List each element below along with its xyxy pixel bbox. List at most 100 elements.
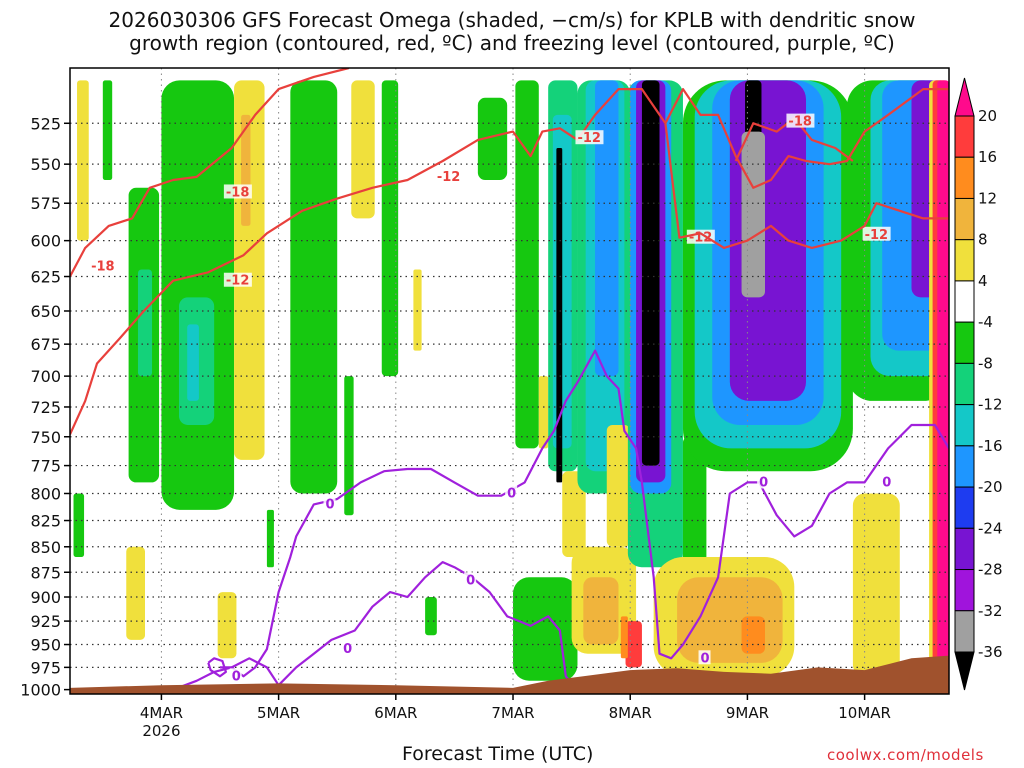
x-axis-label: Forecast Time (UTC) (402, 743, 594, 765)
chart-title-line-1: 2026030306 GFS Forecast Omega (shaded, −… (108, 8, 916, 32)
x-tick-label-4MAR: 4MAR (140, 704, 183, 722)
contour-label-0-0: -18 (91, 260, 115, 275)
omega-shade-31 (595, 80, 619, 377)
y-tick-label-550: 550 (30, 155, 61, 174)
colorbar-bin-7 (954, 362, 975, 406)
omega-shade-3 (126, 546, 146, 640)
x-tick-label-8MAR: 8MAR (609, 704, 652, 722)
contour-label-bg (757, 474, 770, 489)
contour-label-bg (698, 650, 711, 665)
colorbar-bin-13 (954, 610, 975, 653)
omega-shade-32 (606, 424, 631, 547)
contour-label-bg (880, 474, 893, 489)
omega-shade-48 (741, 616, 765, 654)
colorbar-label-6: -8 (978, 354, 993, 372)
omega-shade-9 (217, 592, 237, 659)
chart-title-line-2: growth region (contoured, red, ºC) and f… (129, 31, 895, 55)
credit-link[interactable]: coolwx.com/models (827, 746, 984, 764)
omega-shade-8 (187, 324, 199, 401)
omega-shade-13 (290, 80, 338, 494)
y-tick-label-875: 875 (30, 563, 61, 582)
colorbar-bin-2 (954, 156, 975, 199)
contour-label-bg (223, 272, 252, 287)
contour-label-5-2: 0 (466, 573, 475, 588)
contour-label-bg (575, 130, 604, 145)
colorbar-label-1: 16 (978, 148, 997, 166)
omega-shade-38 (641, 80, 660, 466)
omega-shade-49 (852, 493, 900, 677)
omega-shade-25 (556, 148, 563, 483)
y-tick-label-825: 825 (30, 512, 61, 531)
colorbar-label-12: -32 (978, 602, 1003, 620)
contour-label-bg (434, 168, 463, 183)
contour-label-5-0: 0 (232, 669, 241, 684)
colorbar-bin-1 (954, 115, 975, 158)
y-tick-label-600: 600 (30, 232, 61, 251)
colorbar-bin-3 (954, 197, 975, 241)
omega-shade-15 (351, 80, 375, 219)
contour-label-4-3: 0 (759, 475, 768, 490)
contour-label-bg (505, 485, 518, 500)
colorbar-label-2: 12 (978, 189, 997, 207)
omega-shade-19 (477, 97, 508, 180)
omega-shade-47 (677, 577, 783, 663)
omega-shade-22 (513, 577, 578, 681)
colorbar: 20 16 12 8 4 -4 -8 -12 -16 -20 -24 -28 -32 -36 (954, 77, 1003, 691)
y-tick-label-950: 950 (30, 636, 61, 655)
x-tick-label-9MAR: 9MAR (726, 704, 769, 722)
contour-label-4-2: 0 (701, 651, 710, 666)
contour-line-2 (664, 123, 949, 249)
colorbar-bin-8 (954, 404, 975, 447)
omega-shade-18 (425, 597, 437, 636)
omega-shade-5 (137, 269, 153, 377)
omega-shade-2 (73, 493, 85, 558)
x-tick-label-7MAR: 7MAR (491, 704, 534, 722)
omega-shade-33 (625, 621, 642, 668)
contour-label-4-0: 0 (325, 497, 334, 512)
contour-label-1-4: -12 (865, 228, 889, 243)
colorbar-bin-11 (954, 527, 975, 571)
omega-shade-21 (538, 376, 549, 449)
omega-shade-45 (741, 131, 765, 298)
plot-frame (69, 67, 950, 695)
omega-shade-20 (515, 80, 539, 449)
colorbar-label-0: 20 (978, 107, 997, 125)
contour-label-0-1: -18 (226, 185, 250, 200)
contour-label-bg (223, 184, 252, 199)
omega-shade-0 (77, 80, 89, 241)
omega-shade-28 (583, 577, 619, 645)
y-tick-label-1000: 1000 (20, 681, 61, 700)
contour-label-bg (89, 258, 118, 273)
x-tick-sublabel-4MAR: 2026 (142, 722, 180, 740)
omega-shade-39 (682, 436, 707, 568)
contour-label-bg (786, 113, 815, 128)
x-tick-label-6MAR: 6MAR (374, 704, 417, 722)
omega-shade-1 (102, 80, 113, 180)
colorbar-bin-10 (954, 486, 975, 529)
omega-shade-14 (344, 376, 354, 516)
omega-shade-17 (413, 269, 422, 351)
colorbar-bin-6 (954, 321, 975, 364)
y-tick-label-525: 525 (30, 114, 61, 133)
contour-label-bg (862, 226, 891, 241)
y-tick-label-725: 725 (30, 398, 61, 417)
y-tick-label-700: 700 (30, 367, 61, 386)
omega-shade-16 (381, 80, 399, 377)
colorbar-label-7: -12 (978, 396, 1003, 414)
contour-label-bg (229, 668, 242, 683)
y-tick-label-575: 575 (30, 194, 61, 213)
colorbar-bin-4 (954, 239, 975, 282)
terrain-ground (70, 655, 949, 694)
contour-label-bg (686, 229, 715, 244)
contour-label-1-0: -12 (226, 274, 250, 289)
colorbar-bin-9 (954, 445, 975, 488)
omega-shade-26 (562, 471, 586, 558)
contour-label-3-0: -18 (788, 115, 812, 130)
contour-line-1 (70, 88, 949, 435)
colorbar-label-4: 4 (978, 272, 988, 290)
colorbar-label-3: 8 (978, 231, 988, 249)
omega-shade-6 (161, 80, 235, 510)
